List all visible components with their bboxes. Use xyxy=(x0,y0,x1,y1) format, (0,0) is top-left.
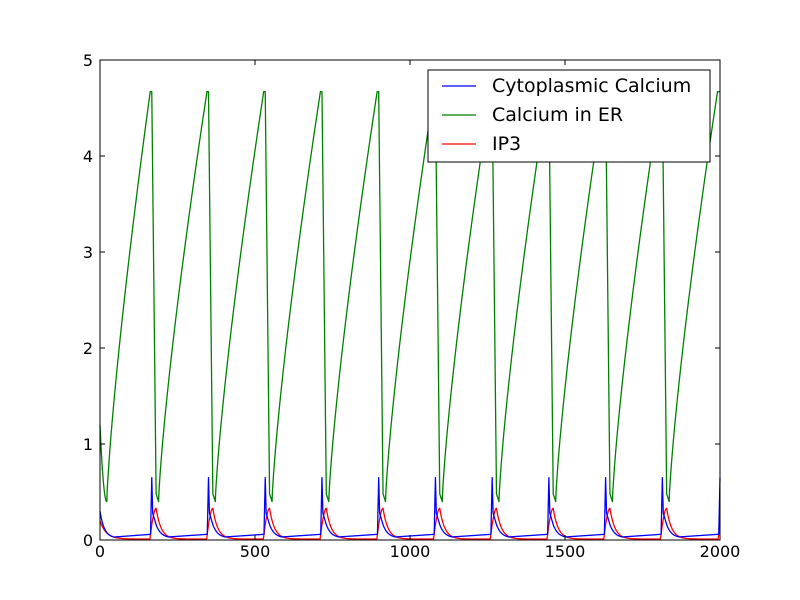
legend: Cytoplasmic Calcium Calcium in ER IP3 xyxy=(427,69,711,163)
x-tick-label: 2000 xyxy=(700,542,741,561)
x-tick-label: 0 xyxy=(95,542,105,561)
x-tick-label: 1500 xyxy=(545,542,586,561)
x-tick-label: 1000 xyxy=(390,542,431,561)
y-tick-label: 3 xyxy=(83,243,93,262)
legend-box xyxy=(427,69,711,163)
y-tick-label: 0 xyxy=(83,531,93,550)
axis-ticks: 0 500 1000 1500 2000 0 1 2 3 4 5 xyxy=(83,51,741,561)
legend-label-calcium-in-er: Calcium in ER xyxy=(492,104,623,126)
y-tick-label: 1 xyxy=(83,435,93,454)
y-tick-label: 4 xyxy=(83,147,93,166)
y-tick-label: 5 xyxy=(83,51,93,70)
legend-label-cytoplasmic-calcium: Cytoplasmic Calcium xyxy=(492,75,691,97)
legend-label-ip3: IP3 xyxy=(492,133,521,155)
series-line-calcium-in-er xyxy=(99,91,721,503)
plot-frame xyxy=(99,59,721,541)
y-tick-label: 2 xyxy=(83,339,93,358)
x-tick-label: 500 xyxy=(240,542,271,561)
